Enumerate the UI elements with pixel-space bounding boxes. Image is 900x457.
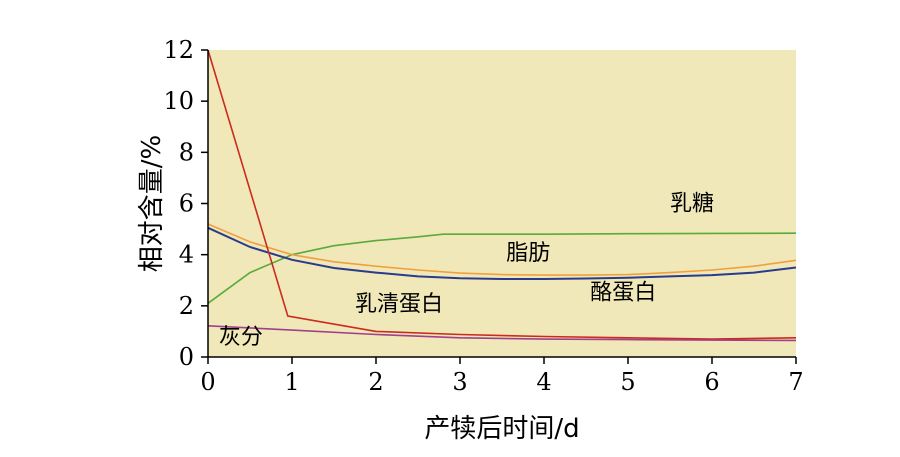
y-tick-label: 0: [179, 343, 194, 371]
y-axis-title: 相对含量/%: [137, 135, 167, 272]
series-line-5: [207, 325, 797, 342]
x-tick-label: 3: [452, 368, 467, 396]
series-line-3: [207, 226, 797, 280]
series-label: 灰分: [219, 325, 263, 350]
x-tick-label: 6: [704, 368, 719, 396]
y-tick-label: 6: [179, 190, 194, 218]
series-line-1: [207, 232, 797, 304]
x-tick-label: 7: [788, 368, 803, 396]
y-tick-label: 10: [163, 87, 194, 115]
series-line-4: [207, 49, 797, 340]
y-tick-label: 4: [179, 241, 194, 269]
series-label: 乳糖: [670, 192, 714, 217]
x-axis-title: 产犊后时间/d: [424, 414, 579, 444]
plot-background: [208, 50, 796, 357]
series-line-2: [207, 223, 797, 276]
x-tick-label: 4: [536, 368, 551, 396]
y-tick-label: 2: [179, 292, 194, 320]
series-label: 乳清蛋白: [355, 292, 443, 317]
series-label: 脂肪: [506, 241, 550, 266]
x-tick-label: 1: [284, 368, 299, 396]
axes: [201, 49, 797, 364]
x-tick-label: 2: [368, 368, 383, 396]
series-label: 酪蛋白: [590, 280, 656, 305]
x-tick-label: 5: [620, 368, 635, 396]
y-tick-label: 12: [163, 36, 194, 64]
x-tick-label: 0: [200, 368, 215, 396]
y-tick-label: 8: [179, 138, 194, 166]
series-layer: [207, 49, 797, 342]
